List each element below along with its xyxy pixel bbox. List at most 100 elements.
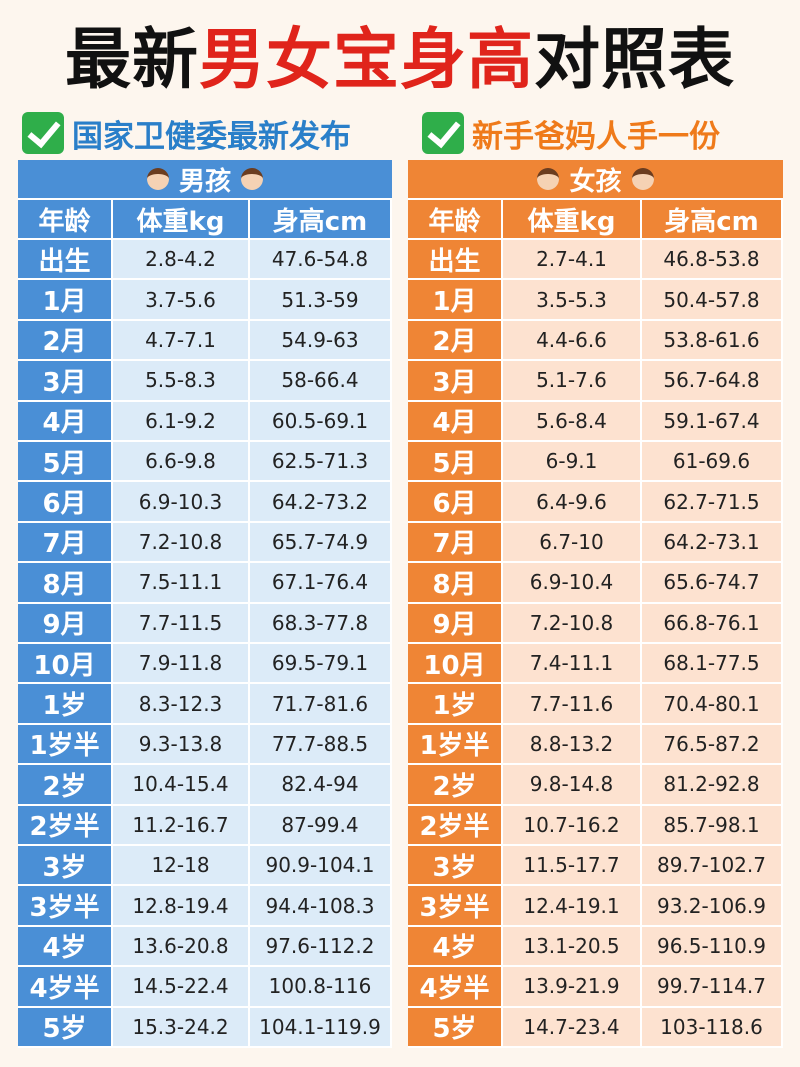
value-cell: 13.1-20.5 xyxy=(503,926,642,968)
face-icon xyxy=(241,168,263,190)
value-cell: 4.7-7.1 xyxy=(113,320,250,362)
age-cell: 9月 xyxy=(18,603,113,644)
value-cell: 6.1-9.2 xyxy=(113,401,250,442)
value-cell: 77.7-88.5 xyxy=(250,724,392,766)
value-cell: 12.8-19.4 xyxy=(113,886,250,927)
value-cell: 93.2-106.9 xyxy=(642,886,783,927)
age-cell: 2岁 xyxy=(408,765,503,806)
value-cell: 68.3-77.8 xyxy=(250,603,392,644)
value-cell: 7.9-11.8 xyxy=(113,644,250,685)
age-cell: 8月 xyxy=(408,563,503,604)
age-cell: 1月 xyxy=(18,280,113,321)
title-part: 男女宝身高 xyxy=(199,21,534,98)
value-cell: 9.8-14.8 xyxy=(503,765,642,806)
value-cell: 8.8-13.2 xyxy=(503,724,642,766)
value-cell: 90.9-104.1 xyxy=(250,846,392,887)
value-cell: 96.5-110.9 xyxy=(642,926,783,968)
age-cell: 6月 xyxy=(18,482,113,523)
value-cell: 3.5-5.3 xyxy=(503,280,642,321)
value-cell: 11.2-16.7 xyxy=(113,805,250,846)
value-cell: 10.7-16.2 xyxy=(503,805,642,846)
age-cell: 2岁半 xyxy=(408,805,503,846)
age-cell: 2月 xyxy=(18,320,113,362)
table-label: 男孩 xyxy=(178,166,231,197)
age-cell: 4月 xyxy=(18,401,113,442)
value-cell: 7.5-11.1 xyxy=(113,563,250,604)
value-cell: 7.7-11.5 xyxy=(113,603,250,644)
value-cell: 15.3-24.2 xyxy=(113,1007,250,1048)
column-header: 体重kg xyxy=(113,200,250,240)
age-cell: 1月 xyxy=(408,280,503,321)
value-cell: 71.7-81.6 xyxy=(250,684,392,725)
value-cell: 3.7-5.6 xyxy=(113,280,250,321)
value-cell: 82.4-94 xyxy=(250,765,392,806)
age-cell: 10月 xyxy=(18,644,113,685)
value-cell: 70.4-80.1 xyxy=(642,684,783,725)
value-cell: 61-69.6 xyxy=(642,442,783,483)
age-cell: 1岁半 xyxy=(408,724,503,766)
age-cell: 2岁 xyxy=(18,765,113,806)
check-icon xyxy=(22,112,64,154)
value-cell: 103-118.6 xyxy=(642,1007,783,1048)
age-cell: 出生 xyxy=(18,240,113,281)
value-cell: 65.6-74.7 xyxy=(642,563,783,604)
title-part: 最新 xyxy=(65,21,199,98)
age-cell: 5月 xyxy=(408,442,503,483)
value-cell: 10.4-15.4 xyxy=(113,765,250,806)
subtitle-left: 国家卫健委最新发布 xyxy=(22,110,351,156)
value-cell: 14.5-22.4 xyxy=(113,967,250,1008)
value-cell: 60.5-69.1 xyxy=(250,401,392,442)
value-cell: 97.6-112.2 xyxy=(250,926,392,968)
face-icon xyxy=(537,168,560,190)
age-cell: 3月 xyxy=(18,361,113,402)
age-cell: 6月 xyxy=(408,482,503,523)
value-cell: 5.6-8.4 xyxy=(503,401,642,442)
value-cell: 89.7-102.7 xyxy=(642,846,783,887)
value-cell: 6.7-10 xyxy=(503,522,642,564)
value-cell: 62.5-71.3 xyxy=(250,442,392,483)
value-cell: 81.2-92.8 xyxy=(642,765,783,806)
value-cell: 104.1-119.9 xyxy=(250,1007,392,1048)
column-header: 体重kg xyxy=(503,200,642,240)
value-cell: 13.6-20.8 xyxy=(113,926,250,968)
value-cell: 8.3-12.3 xyxy=(113,684,250,725)
value-cell: 76.5-87.2 xyxy=(642,724,783,766)
title: 最新男女宝身高对照表 xyxy=(0,18,800,102)
age-cell: 4岁半 xyxy=(408,967,503,1008)
value-cell: 65.7-74.9 xyxy=(250,522,392,564)
age-cell: 1岁 xyxy=(408,684,503,725)
subtitle-right: 新手爸妈人手一份 xyxy=(422,110,720,156)
age-cell: 5月 xyxy=(18,442,113,483)
value-cell: 2.7-4.1 xyxy=(503,240,642,281)
value-cell: 6.6-9.8 xyxy=(113,442,250,483)
table-header: 女孩 xyxy=(408,160,783,200)
value-cell: 9.3-13.8 xyxy=(113,724,250,766)
value-cell: 53.8-61.6 xyxy=(642,320,783,362)
age-cell: 3月 xyxy=(408,361,503,402)
value-cell: 7.4-11.1 xyxy=(503,644,642,685)
age-cell: 4岁半 xyxy=(18,967,113,1008)
value-cell: 56.7-64.8 xyxy=(642,361,783,402)
age-cell: 1岁半 xyxy=(18,724,113,766)
age-cell: 4月 xyxy=(408,401,503,442)
subtitle-text: 国家卫健委最新发布 xyxy=(72,118,351,155)
value-cell: 54.9-63 xyxy=(250,320,392,362)
age-cell: 3岁 xyxy=(18,846,113,887)
value-cell: 7.7-11.6 xyxy=(503,684,642,725)
value-cell: 2.8-4.2 xyxy=(113,240,250,281)
age-cell: 1岁 xyxy=(18,684,113,725)
age-cell: 9月 xyxy=(408,603,503,644)
age-cell: 3岁半 xyxy=(408,886,503,927)
value-cell: 47.6-54.8 xyxy=(250,240,392,281)
value-cell: 58-66.4 xyxy=(250,361,392,402)
age-cell: 出生 xyxy=(408,240,503,281)
value-cell: 6.9-10.3 xyxy=(113,482,250,523)
face-icon xyxy=(631,168,654,190)
column-header: 身高cm xyxy=(642,200,783,240)
value-cell: 6.9-10.4 xyxy=(503,563,642,604)
value-cell: 50.4-57.8 xyxy=(642,280,783,321)
value-cell: 62.7-71.5 xyxy=(642,482,783,523)
value-cell: 6.4-9.6 xyxy=(503,482,642,523)
value-cell: 11.5-17.7 xyxy=(503,846,642,887)
